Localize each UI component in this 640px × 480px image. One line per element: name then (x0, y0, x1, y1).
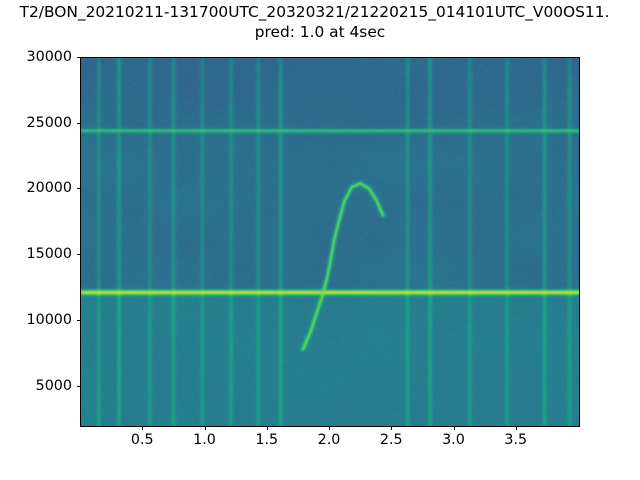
x-axis-tick-label: 2.5 (379, 432, 403, 448)
x-axis-tick-label: 1.5 (255, 432, 279, 448)
spectrogram-axes (80, 57, 580, 427)
figure-title-path-text: T2/BON_20210211-131700UTC_20320321/21220… (19, 3, 610, 21)
y-axis-tick-label: 20000 (26, 180, 72, 197)
y-axis-tick-label: 25000 (26, 114, 72, 131)
x-axis-tick-label: 3.5 (504, 432, 528, 448)
y-axis-tick-label: 30000 (26, 49, 72, 65)
x-axis-tick-label: 1.0 (193, 432, 216, 448)
y-axis-tick-label: 5000 (35, 377, 72, 394)
spectrogram-image (81, 58, 579, 426)
y-axis-tick-label: 15000 (26, 246, 72, 263)
y-axis-tick-label: 10000 (26, 311, 72, 328)
x-axis-tick-label: 2.0 (317, 432, 341, 448)
figure-title-prediction: pred: 1.0 at 4sec (254, 23, 386, 41)
x-axis-tick-label: 0.5 (130, 432, 154, 448)
figure-title-block: T2/BON_20210211-131700UTC_20320321/21220… (0, 0, 640, 42)
x-axis-tick-label: 3.0 (442, 432, 465, 448)
figure-title-path: T2/BON_20210211-131700UTC_20320321/21220… (0, 3, 640, 22)
